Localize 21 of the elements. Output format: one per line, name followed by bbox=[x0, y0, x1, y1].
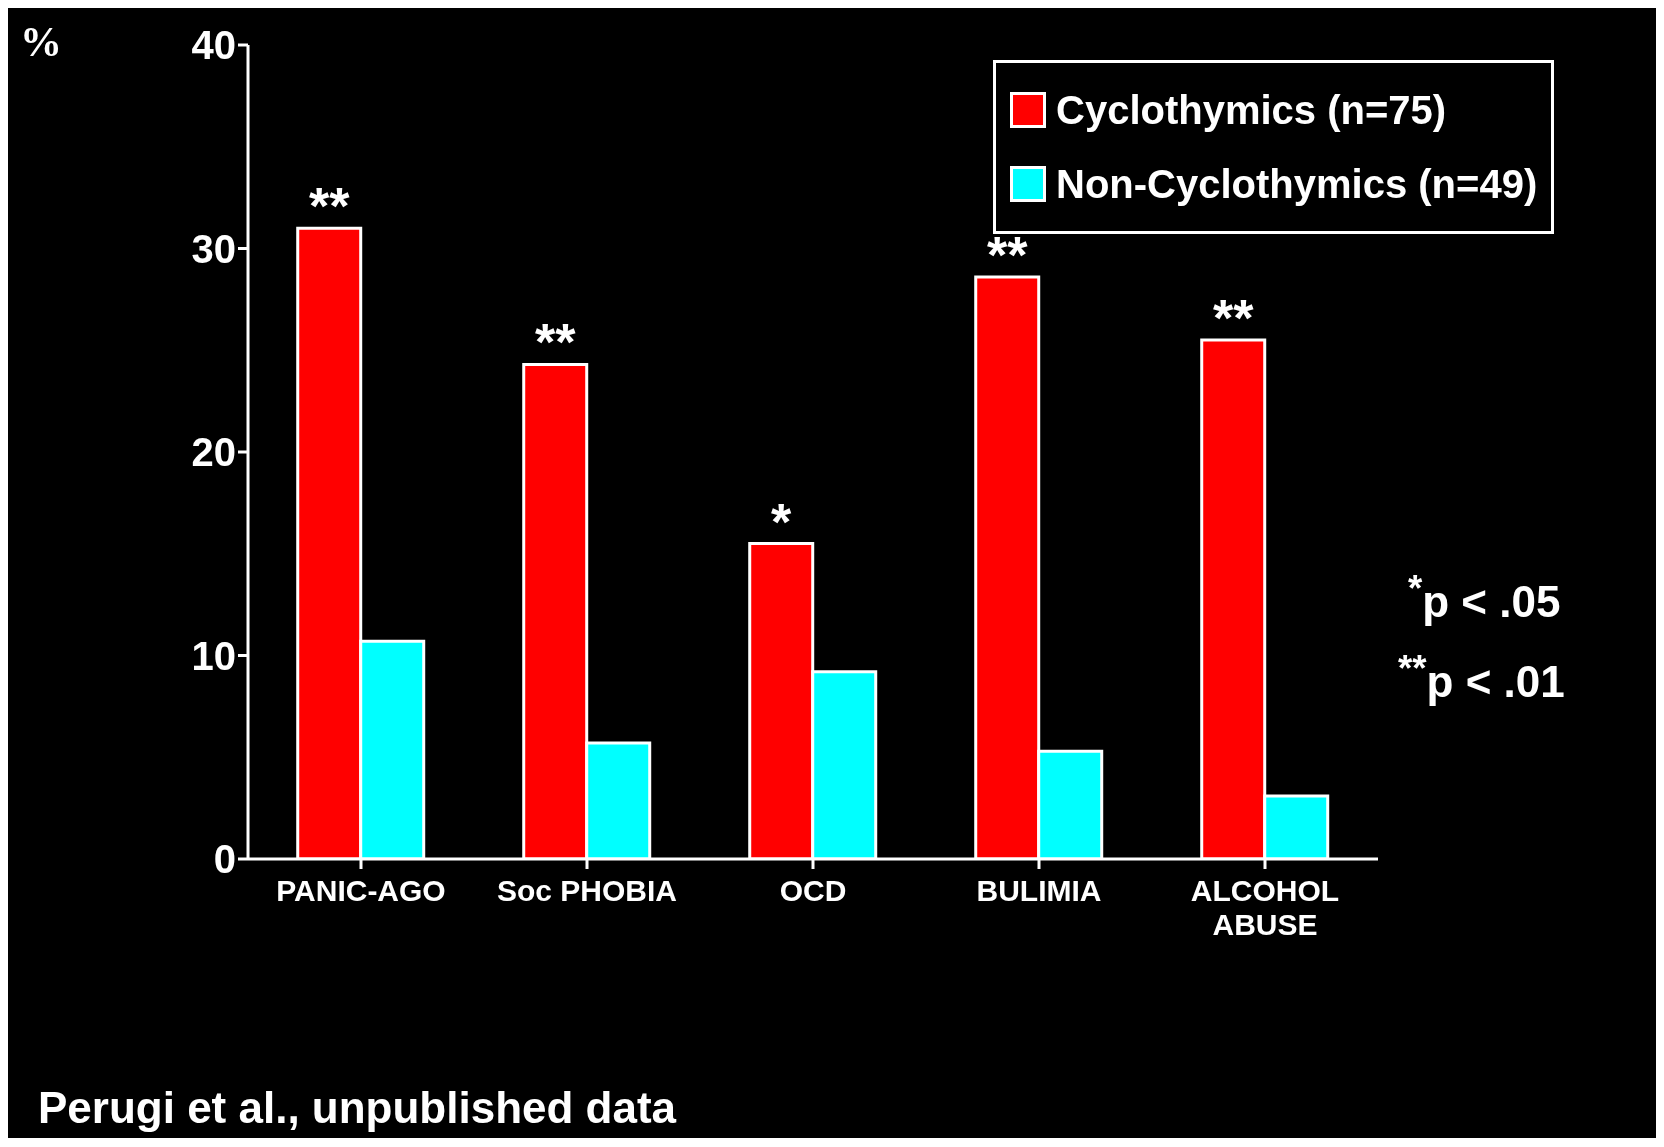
x-tick-label: BULIMIA bbox=[976, 874, 1102, 907]
legend-label: Non-Cyclothymics (n=49) bbox=[1055, 161, 1538, 208]
data-label: * bbox=[771, 492, 793, 551]
y-tick-label: 10 bbox=[191, 633, 236, 678]
x-tick-label: Soc PHOBIA bbox=[496, 874, 678, 907]
y-tick-label: 20 bbox=[191, 430, 236, 475]
x-tick-label: PANIC-AGO bbox=[276, 874, 446, 907]
data-label: ** bbox=[534, 313, 577, 372]
legend-label: Cyclothymics (n=75) bbox=[1055, 87, 1448, 134]
data-label: ** bbox=[986, 225, 1029, 284]
text: Perugi et al., unpublished data bbox=[38, 1083, 677, 1133]
y-axis-title: % bbox=[20, 18, 62, 66]
y-tick-label: 0 bbox=[213, 837, 236, 882]
text: $^{**}$p < .01 bbox=[1398, 648, 1565, 707]
text: $^{*}$p < .05 bbox=[1408, 568, 1561, 627]
y-tick-label: 40 bbox=[191, 23, 236, 68]
data-label: ** bbox=[1212, 289, 1255, 348]
x-tick-label: ALCOHOL ABUSE bbox=[1190, 874, 1340, 941]
y-tick-label: 30 bbox=[191, 226, 236, 271]
data-label: ** bbox=[308, 177, 351, 236]
x-tick-label: OCD bbox=[779, 874, 847, 907]
